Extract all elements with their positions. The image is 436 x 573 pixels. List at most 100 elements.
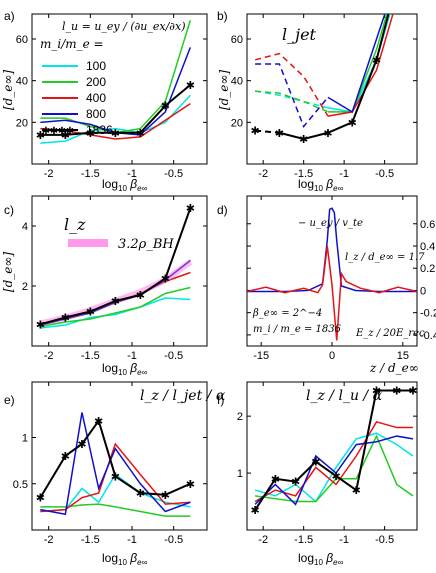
panel-f: -2 -1.5 -1 -0.5 1 2 ✱ ✱ ✱ ✱ ✱ ✱ ✱ ✱ ✱ (237, 381, 418, 546)
legend-label: 400 (86, 91, 106, 105)
series-line (327, 14, 391, 113)
y-tick-label: -0.2 (420, 308, 436, 320)
series-point-marker: ✱ (94, 416, 103, 428)
series-point-marker: ✱ (372, 386, 381, 398)
series-group (247, 207, 417, 341)
x-tick-label: -2 (258, 168, 268, 180)
series-line (40, 94, 191, 144)
series-point-marker: ✱ (161, 274, 170, 286)
x-tick-label: -1 (339, 168, 349, 180)
panel-label: e) (4, 393, 15, 407)
series-point-marker: ✱ (36, 130, 45, 142)
series-group: ✱✱✱✱✱✱✱ (250, 14, 394, 146)
series-line (247, 245, 417, 341)
x-tick-label: -0.5 (164, 534, 183, 546)
series-point-marker: ✱ (111, 471, 120, 483)
x-tick-label: -2 (44, 534, 54, 546)
x-tick-label: -1.5 (81, 350, 100, 362)
series-point-marker: ✱ (186, 203, 195, 215)
series-line (40, 259, 191, 326)
annotation-ratio-jet: l_z / l_jet / α (140, 388, 226, 404)
panel-label: d) (217, 203, 228, 217)
x-tick-label: -1.5 (294, 534, 313, 546)
x-tick-label: -2 (44, 168, 54, 180)
panel-e: -2 -1.5 -1 -0.5 0.5 1 ✱ ✱ ✱ ✱ ✱ ✱ ✱ ✱ (13, 381, 208, 546)
series-point-marker: ✱ (392, 386, 401, 398)
series-point-marker: ✱ (161, 490, 170, 502)
x-tick-label: 0 (329, 350, 335, 362)
legend-marker: ✱ (58, 126, 66, 137)
plot-frame (31, 195, 208, 347)
annotation-ratio-u: l_z / l_u / α (306, 388, 383, 404)
x-tick-label: -0.5 (164, 350, 183, 362)
y-axis-label: [d_e∞] (1, 70, 15, 110)
series-line (40, 207, 192, 326)
legend-marker: ✱ (42, 126, 50, 137)
panel-label: b) (217, 9, 228, 23)
series-line-dashed (255, 90, 329, 113)
series-line-dashed (254, 90, 329, 109)
annotation-uey: − u_ey / v_te (298, 218, 363, 229)
y-tick-label: 0.5 (13, 479, 28, 491)
x-axis-label: log10 βe∞ (298, 551, 344, 567)
panel-c: -2 -1.5 -1 -0.5 2 4 ✱ ✱ ✱ ✱ ✱ ✱ ✱ (22, 195, 208, 362)
x-tick-label: -1.5 (81, 534, 100, 546)
series-point-marker: ✱ (77, 439, 86, 451)
band-label: 3.2ρ_BH (118, 237, 174, 252)
annotation-mass: m_i / m_e = 1836 (253, 324, 342, 335)
series-line (254, 389, 413, 511)
panel-d: -15 0 15 -0.4 -0.2 0 0.2 0.4 0.6 (246, 195, 436, 362)
x-axis-label: log10 βe∞ (102, 361, 148, 377)
legend-marker: ✱ (50, 126, 58, 137)
y-tick-label: 1 (22, 433, 28, 445)
series-line-dashed (255, 129, 280, 134)
x-tick-label: 15 (397, 350, 409, 362)
series-group: ✱ ✱ ✱ ✱ ✱ ✱ ✱ ✱ ✱ (250, 386, 417, 518)
series-point-marker: ✱ (111, 128, 120, 140)
x-tick-label: -1.5 (294, 168, 313, 180)
series-point-marker: ✱ (86, 307, 95, 319)
panel-label: a) (4, 9, 15, 23)
y-axis-label: [d_e∞] (1, 252, 15, 292)
series-line (254, 434, 414, 503)
series-point-marker: ✱ (250, 505, 259, 517)
x-tick-label: -1.5 (81, 168, 100, 180)
series-point-marker: ✱ (408, 386, 417, 398)
series-point-marker: ✱ (311, 457, 320, 469)
x-axis-label-d: z / d_e∞ (369, 361, 419, 375)
annotation-lz: l_z (64, 215, 86, 234)
series-point-marker: ✱ (271, 474, 280, 486)
series-point-marker: ✱ (186, 479, 195, 491)
plot-frame (246, 381, 418, 531)
y-tick-label: 0 (420, 285, 426, 297)
y-tick-label: 0.4 (420, 241, 435, 253)
series-line-dashed (254, 52, 329, 117)
x-axis-label: log10 βe∞ (298, 177, 344, 193)
y-tick-label: -0.4 (420, 330, 436, 342)
series-line (39, 418, 191, 499)
series-point-marker: ✱ (372, 55, 381, 67)
x-tick-label: -0.5 (164, 168, 183, 180)
series-point-marker: ✱ (299, 134, 308, 146)
series-group: ✱✱✱✱✱✱✱ (36, 203, 195, 331)
series-line (254, 435, 414, 506)
x-tick-label: -0.5 (375, 534, 394, 546)
x-tick-label: -1 (127, 534, 137, 546)
y-axis-label: [d_e∞] (217, 70, 231, 110)
y-tick-label: 20 (16, 117, 28, 129)
legend-label: 800 (86, 107, 106, 121)
x-tick-label: -2 (44, 350, 54, 362)
x-axis-label: log10 βe∞ (102, 177, 148, 193)
series-point-marker: ✱ (348, 117, 357, 129)
series-line (40, 412, 191, 516)
series-point-marker: ✱ (161, 101, 170, 113)
annotation-beta: β_e∞ = 2^−4 (252, 308, 322, 319)
panel-label: f) (217, 393, 224, 407)
series-point-marker: ✱ (352, 485, 361, 497)
annotation-ljet: l_jet (282, 25, 317, 44)
x-axis-label: log10 βe∞ (102, 551, 148, 567)
x-tick-label: -1 (127, 350, 137, 362)
y-tick-label: 60 (231, 34, 243, 46)
